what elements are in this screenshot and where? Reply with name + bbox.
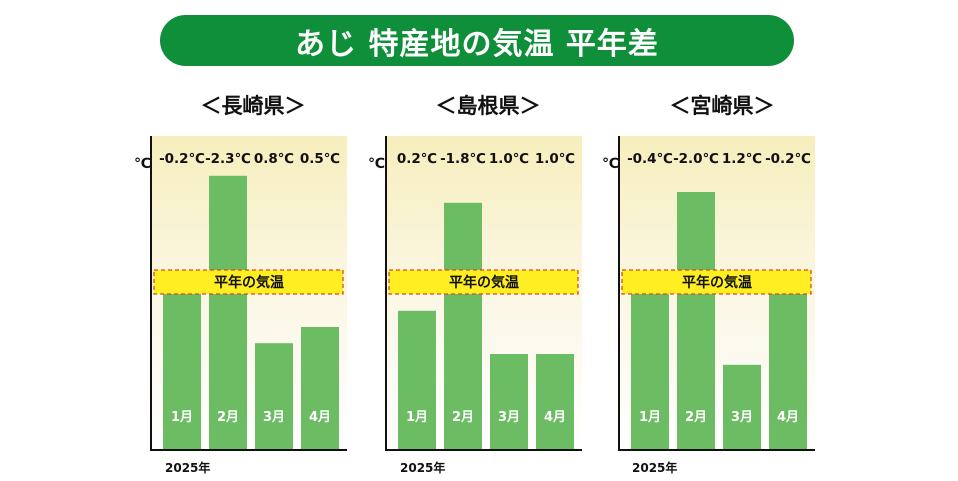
diff-label-nagasaki-1: -0.2℃ [159, 151, 205, 167]
month-label-nagasaki-1: 1月 [171, 410, 193, 425]
month-label-miyazaki-3: 3月 [731, 410, 753, 425]
bar-nagasaki-4 [301, 327, 339, 450]
month-label-miyazaki-2: 2月 [685, 410, 707, 425]
normal-band-nagasaki [153, 269, 344, 295]
normal-band-miyazaki [621, 269, 812, 295]
diff-label-shimane-4: 1.0℃ [535, 151, 575, 167]
month-label-nagasaki-4: 4月 [309, 410, 331, 425]
title-banner: あじ 特産地の気温 平年差 [160, 15, 794, 66]
bar-shimane-3 [490, 354, 528, 450]
chart-title-nagasaki: ＜長崎県＞ [200, 94, 306, 118]
diff-label-nagasaki-2: -2.3℃ [205, 151, 251, 167]
diff-label-shimane-3: 1.0℃ [489, 151, 529, 167]
bar-shimane-1 [398, 310, 436, 450]
chart-title-miyazaki: ＜宮崎県＞ [669, 94, 775, 118]
bar-miyazaki-2 [677, 192, 715, 450]
diff-label-nagasaki-3: 0.8℃ [254, 151, 294, 167]
month-label-shimane-1: 1月 [406, 410, 428, 425]
month-label-nagasaki-2: 2月 [217, 410, 239, 425]
month-label-shimane-4: 4月 [544, 410, 566, 425]
diff-label-miyazaki-4: -0.2℃ [765, 151, 811, 167]
diff-label-miyazaki-3: 1.2℃ [722, 151, 762, 167]
bar-miyazaki-1 [631, 278, 669, 450]
month-label-shimane-2: 2月 [452, 410, 474, 425]
diff-label-miyazaki-2: -2.0℃ [673, 151, 719, 167]
normal-band-shimane [388, 269, 579, 295]
bar-miyazaki-4 [769, 289, 807, 450]
bar-nagasaki-1 [163, 289, 201, 450]
diff-label-shimane-2: -1.8℃ [440, 151, 486, 167]
year-label-shimane: 2025年 [400, 461, 446, 475]
month-label-miyazaki-1: 1月 [639, 410, 661, 425]
year-label-miyazaki: 2025年 [632, 461, 678, 475]
month-label-shimane-3: 3月 [498, 410, 520, 425]
chart-title-shimane: ＜島根県＞ [435, 94, 541, 118]
unit-label-miyazaki: ℃ [602, 156, 619, 172]
normal-label-nagasaki: 平年の気温 [214, 274, 284, 291]
month-label-miyazaki-4: 4月 [777, 410, 799, 425]
year-label-nagasaki: 2025年 [165, 461, 211, 475]
bar-miyazaki-3 [723, 364, 761, 450]
unit-label-shimane: ℃ [368, 156, 385, 172]
normal-label-miyazaki: 平年の気温 [682, 274, 752, 291]
bar-nagasaki-2 [209, 175, 247, 451]
diff-label-shimane-1: 0.2℃ [397, 151, 437, 167]
bar-shimane-4 [536, 354, 574, 450]
diff-label-miyazaki-1: -0.4℃ [627, 151, 673, 167]
page-title: あじ 特産地の気温 平年差 [295, 26, 659, 62]
bar-shimane-2 [444, 202, 482, 450]
month-label-nagasaki-3: 3月 [263, 410, 285, 425]
bar-nagasaki-3 [255, 343, 293, 450]
normal-label-shimane: 平年の気温 [449, 274, 519, 291]
unit-label-nagasaki: ℃ [134, 156, 151, 172]
diff-label-nagasaki-4: 0.5℃ [300, 151, 340, 167]
